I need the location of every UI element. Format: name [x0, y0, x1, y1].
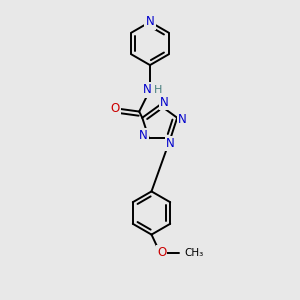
- Text: N: N: [178, 113, 187, 126]
- Text: N: N: [160, 96, 169, 109]
- Text: N: N: [143, 83, 152, 96]
- Text: N: N: [146, 15, 154, 28]
- Text: O: O: [111, 102, 120, 115]
- Text: CH₃: CH₃: [184, 248, 203, 258]
- Text: H: H: [154, 85, 163, 95]
- Text: N: N: [139, 129, 148, 142]
- Text: N: N: [166, 137, 175, 150]
- Text: O: O: [157, 247, 166, 260]
